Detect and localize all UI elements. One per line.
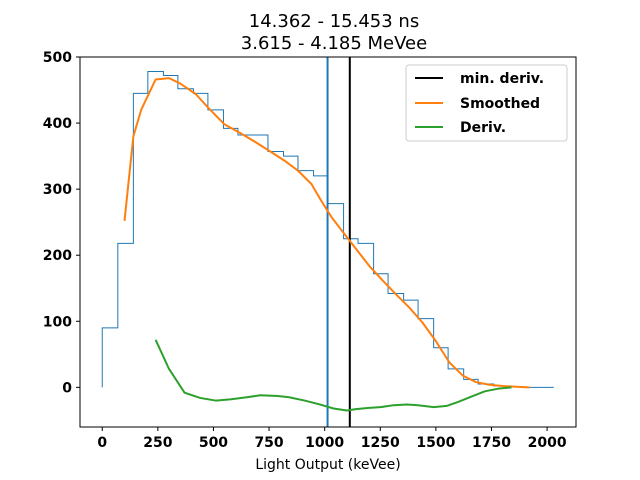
y-tick-label: 100	[43, 314, 72, 330]
legend-label-min-deriv: min. deriv.	[460, 71, 544, 87]
series-line-smoothed	[123, 77, 530, 389]
y-tick-label: 200	[43, 248, 72, 264]
x-tick-label: 0	[97, 435, 107, 451]
x-tick-label: 1750	[472, 435, 511, 451]
axes-frame	[79, 56, 577, 428]
x-tick-label: 1000	[305, 435, 344, 451]
x-tick-label: 500	[199, 435, 228, 451]
x-tick-label: 2000	[528, 435, 567, 451]
x-tick-label: 750	[254, 435, 283, 451]
x-tick-label: 1250	[361, 435, 400, 451]
legend-frame	[405, 64, 568, 142]
legend-label-deriv: Deriv.	[460, 120, 506, 136]
plot-area	[79, 56, 577, 428]
y-axis: 0 100 200 300 400 500	[43, 50, 80, 396]
x-axis-label: Light Output (keVee)	[255, 457, 400, 473]
x-axis: 0 250 500 750 1000 1250 1500 1750 2000	[97, 427, 567, 451]
y-tick-label: 500	[43, 50, 72, 66]
y-tick-label: 300	[43, 182, 72, 198]
plot-series	[101, 57, 554, 427]
x-tick-label: 1500	[416, 435, 455, 451]
legend: min. deriv. Smoothed Deriv.	[405, 64, 568, 142]
y-tick-label: 0	[62, 380, 72, 396]
chart-subtitle: 3.615 - 4.185 MeVee	[241, 33, 427, 54]
chart-title: 14.362 - 15.453 ns	[249, 11, 419, 32]
series-line-deriv	[154, 339, 512, 412]
y-tick-label: 400	[43, 116, 72, 132]
x-tick-label: 250	[143, 435, 172, 451]
legend-label-smoothed: Smoothed	[460, 96, 540, 112]
